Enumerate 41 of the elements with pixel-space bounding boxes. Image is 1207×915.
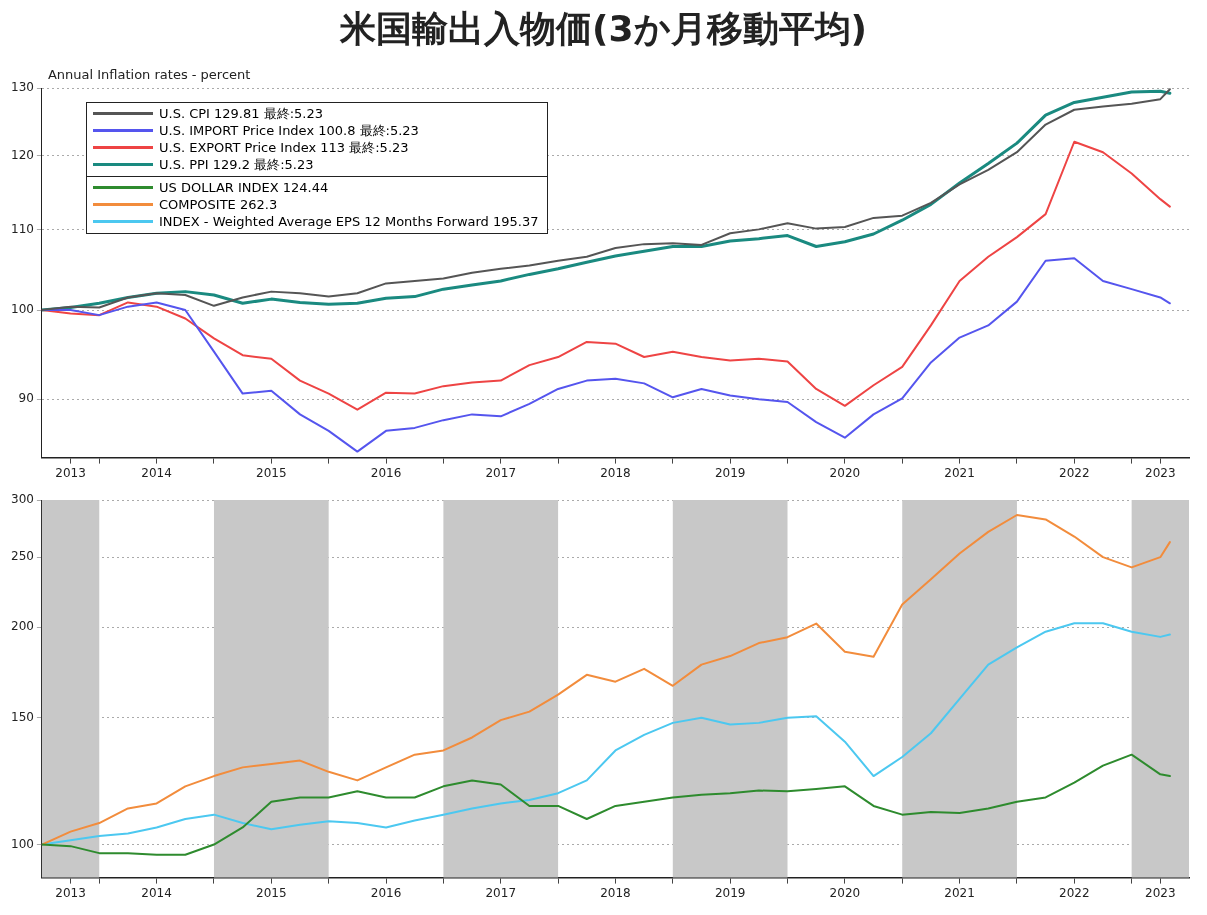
legend-label: U.S. PPI 129.2 最終:5.23 (159, 155, 314, 174)
x-tick-label: 2021 (944, 465, 975, 480)
y-tick-label: 250 (11, 549, 34, 564)
x-tick-label: 2017 (485, 465, 517, 480)
x-tick-label: 2016 (370, 465, 402, 480)
x-tick-label: 2015 (256, 465, 287, 480)
legend-label: U.S. EXPORT Price Index 113 最終:5.23 (159, 138, 409, 157)
y-tick-label: 130 (11, 80, 34, 95)
y-tick-label: 150 (11, 709, 34, 724)
x-tick-label: 2023 (1145, 885, 1176, 900)
x-tick-label: 2014 (141, 465, 172, 480)
x-tick-label: 2013 (55, 465, 86, 480)
x-tick-label: 2018 (600, 465, 631, 480)
legend-label: COMPOSITE 262.3 (159, 196, 278, 212)
legend-label: INDEX - Weighted Average EPS 12 Months Forward 195.37 (159, 213, 539, 229)
y-tick-label: 120 (11, 147, 34, 162)
y-tick-label: 110 (11, 221, 34, 236)
x-tick-label: 2023 (1145, 465, 1176, 480)
y-tick-label: 200 (11, 619, 34, 634)
legend-label: U.S. IMPORT Price Index 100.8 最終:5.23 (159, 121, 419, 140)
x-tick-label: 2013 (55, 885, 86, 900)
x-tick-label: 2022 (1059, 465, 1090, 480)
x-tick-label: 2019 (714, 885, 746, 900)
y-tick-label: 100 (11, 836, 34, 851)
y-tick-label: 90 (18, 391, 34, 406)
y-tick-label: 300 (11, 492, 34, 507)
x-tick-label: 2016 (370, 885, 402, 900)
legend-label: U.S. CPI 129.81 最終:5.23 (159, 104, 323, 123)
y-tick-label: 100 (11, 302, 34, 317)
x-tick-label: 2017 (485, 885, 517, 900)
x-tick-label: 2021 (944, 885, 975, 900)
chart-title: 米国輸出入物価(3か月移動平均) (339, 7, 868, 51)
x-tick-label: 2019 (714, 465, 746, 480)
x-tick-label: 2022 (1059, 885, 1090, 900)
x-tick-label: 2020 (829, 465, 861, 480)
y-axis-title: Annual Inflation rates - percent (47, 66, 251, 82)
x-tick-label: 2020 (829, 885, 861, 900)
x-tick-label: 2015 (256, 885, 287, 900)
x-tick-label: 2018 (600, 885, 631, 900)
legend-label: US DOLLAR INDEX 124.44 (159, 179, 329, 195)
x-tick-label: 2014 (141, 885, 172, 900)
